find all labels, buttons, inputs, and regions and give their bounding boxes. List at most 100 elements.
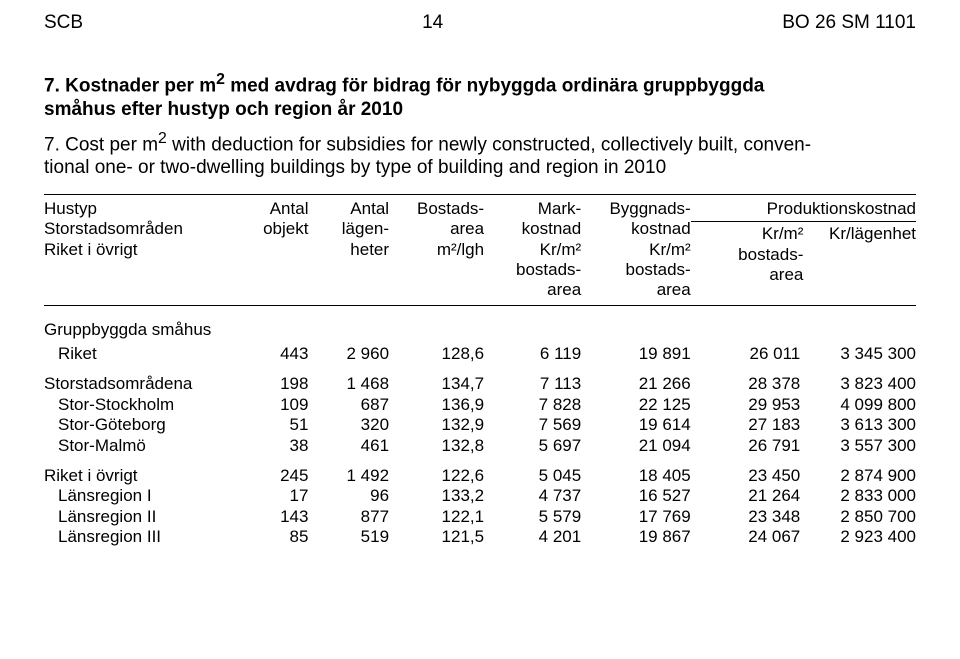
cell: 5 579 [484,507,581,527]
colhead-c5-l5: area [657,280,691,299]
table-row: Länsregion III 85 519 121,5 4 201 19 867… [44,527,916,547]
cell: 17 769 [581,507,691,527]
row-label: Länsregion I [44,486,236,506]
table-row: Länsregion II 143 877 122,1 5 579 17 769… [44,507,916,527]
colhead-row-1: Hustyp Storstadsområden Riket i övrigt A… [44,199,916,301]
row-label: Länsregion III [44,527,236,547]
cell: 51 [236,415,308,435]
title: 7. Kostnader per m2 med avdrag för bidra… [44,70,916,122]
row-label: Stor-Göteborg [44,415,236,435]
colhead-c6-l2: Kr/m² [762,224,804,243]
cell: 4 201 [484,527,581,547]
cell: 519 [308,527,389,547]
cell: 6 119 [484,340,581,364]
cell: 132,8 [389,436,484,456]
header-left: SCB [44,12,83,34]
colhead-c2-l2: lägen- [342,219,389,238]
colhead-produktionskostnad: Produktionskostnad Kr/m² bostads- area K… [691,199,916,301]
colhead-c5-l3: Kr/m² [649,240,691,259]
cell: 2 960 [308,340,389,364]
colhead-antal-lagenheter: Antal lägen- heter [308,199,389,301]
cell: 19 867 [581,527,691,547]
cell: 198 [236,374,308,394]
colhead-c4-l5: area [547,280,581,299]
cell: 19 891 [581,340,691,364]
cell: 21 264 [691,486,801,506]
cell: 29 953 [691,395,801,415]
header-center: 14 [422,12,443,34]
colhead-c5-l2: kostnad [631,219,691,238]
colhead-c1-l2: objekt [263,219,308,238]
cell: 133,2 [389,486,484,506]
colhead-markkostnad: Mark- kostnad Kr/m² bostads- area [484,199,581,301]
cell: 121,5 [389,527,484,547]
cell: 134,7 [389,374,484,394]
table-row: Stor-Göteborg 51 320 132,9 7 569 19 614 … [44,415,916,435]
cell: 3 613 300 [800,415,916,435]
cell: 18 405 [581,466,691,486]
section-title: Gruppbyggda småhus [44,320,916,340]
colhead-c4-l2: kostnad [522,219,582,238]
colhead-c0-l1: Hustyp [44,199,97,218]
cell: 687 [308,395,389,415]
colhead-antal-objekt: Antal objekt [236,199,308,301]
table-row: Riket 443 2 960 128,6 6 119 19 891 26 01… [44,340,916,364]
section-title-row: Gruppbyggda småhus [44,320,916,340]
cell: 461 [308,436,389,456]
cell: 443 [236,340,308,364]
cell: 7 113 [484,374,581,394]
cell: 136,9 [389,395,484,415]
table-row: Stor-Malmö 38 461 132,8 5 697 21 094 26 … [44,436,916,456]
subtitle-line2: tional one- or two-dwelling buildings by… [44,157,666,178]
cell: 122,6 [389,466,484,486]
colhead-c4-l1: Mark- [538,199,581,218]
row-label: Stor-Malmö [44,436,236,456]
table-row: Riket i övrigt 245 1 492 122,6 5 045 18 … [44,466,916,486]
colhead-prod-top: Produktionskostnad [691,199,916,219]
cell: 21 266 [581,374,691,394]
cell: 2 850 700 [800,507,916,527]
cell: 22 125 [581,395,691,415]
colhead-c5-l1: Byggnads- [609,199,690,218]
cell: 19 614 [581,415,691,435]
subtitle-sup: 2 [158,130,167,147]
colhead-c6-l3: bostads- [738,245,803,264]
cell: 26 011 [691,340,801,364]
colhead-c4-l3: Kr/m² [540,240,582,259]
cell: 132,9 [389,415,484,435]
cell: 24 067 [691,527,801,547]
cell: 109 [236,395,308,415]
cell: 16 527 [581,486,691,506]
cell: 122,1 [389,507,484,527]
colhead-c5-l4: bostads- [626,260,691,279]
subtitle-line1a: 7. Cost per m [44,134,158,155]
colhead-c0-l3: Riket i övrigt [44,240,138,259]
colhead-c1-l1: Antal [270,199,309,218]
header-right-prefix: BO [782,12,809,33]
colhead-c3-l3: m²/lgh [437,240,484,259]
cell: 877 [308,507,389,527]
table-row: Stor-Stockholm 109 687 136,9 7 828 22 12… [44,395,916,415]
cell: 1 492 [308,466,389,486]
cell: 245 [236,466,308,486]
cell: 3 557 300 [800,436,916,456]
cell: 21 094 [581,436,691,456]
table-row: Länsregion I 17 96 133,2 4 737 16 527 21… [44,486,916,506]
row-label: Länsregion II [44,507,236,527]
cell: 2 874 900 [800,466,916,486]
cell: 7 569 [484,415,581,435]
cell: 28 378 [691,374,801,394]
colhead-c3-l2: area [450,219,484,238]
colhead-c2-l3: heter [350,240,389,259]
colhead-c7-l2: Kr/lägenhet [829,224,916,243]
cell: 27 183 [691,415,801,435]
cell: 17 [236,486,308,506]
cell: 23 450 [691,466,801,486]
cell: 320 [308,415,389,435]
header-right-rest: 26 SM 1101 [810,12,916,33]
cell: 7 828 [484,395,581,415]
data-table: Hustyp Storstadsområden Riket i övrigt A… [44,194,916,548]
cell: 23 348 [691,507,801,527]
cell: 2 923 400 [800,527,916,547]
row-label: Stor-Stockholm [44,395,236,415]
